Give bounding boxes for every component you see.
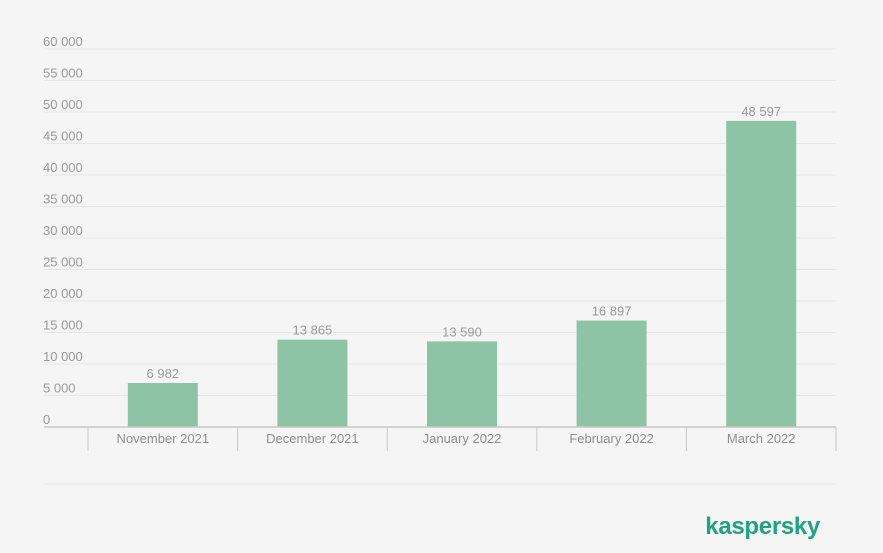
y-tick-label: 60 000 [43,34,83,49]
bars [127,120,797,427]
x-category-label: January 2022 [423,431,502,446]
x-category-label: February 2022 [569,431,654,446]
y-tick-label: 50 000 [43,97,83,112]
bar-2 [277,339,348,427]
bar-1 [127,383,198,427]
y-tick-label: 20 000 [43,286,83,301]
y-tick-label: 40 000 [43,160,83,175]
x-axis: November 2021 December 2021 January 2022 Fe… [44,426,837,451]
y-tick-label: 15 000 [43,318,83,333]
bar-5 [726,120,797,427]
y-tick-label: 25 000 [43,255,83,270]
y-tick-label: 5 000 [43,381,76,396]
x-category-label: March 2022 [727,431,796,446]
y-tick-label: 45 000 [43,129,83,144]
data-label: 13 590 [442,324,482,339]
x-category-label: December 2021 [266,431,359,446]
y-tick-label: 55 000 [43,66,83,81]
y-axis-tick-labels: 0 5 000 10 000 15 000 20 000 25 000 30 000 35 0… [43,34,83,427]
x-category-label: November 2021 [117,431,210,446]
y-tick-label: 0 [43,412,50,427]
data-label: 6 982 [147,366,180,381]
data-label: 48 597 [741,104,781,119]
gridlines [44,48,836,396]
y-tick-label: 10 000 [43,349,83,364]
bar-3 [427,341,497,427]
y-tick-label: 30 000 [43,223,83,238]
kaspersky-logo: kaspersky [705,513,821,540]
data-labels: 6 982 13 865 13 590 16 897 48 597 [147,104,782,381]
y-tick-label: 35 000 [43,192,83,207]
bar-4 [576,320,647,427]
data-label: 13 865 [293,323,333,338]
data-label: 16 897 [592,304,632,319]
